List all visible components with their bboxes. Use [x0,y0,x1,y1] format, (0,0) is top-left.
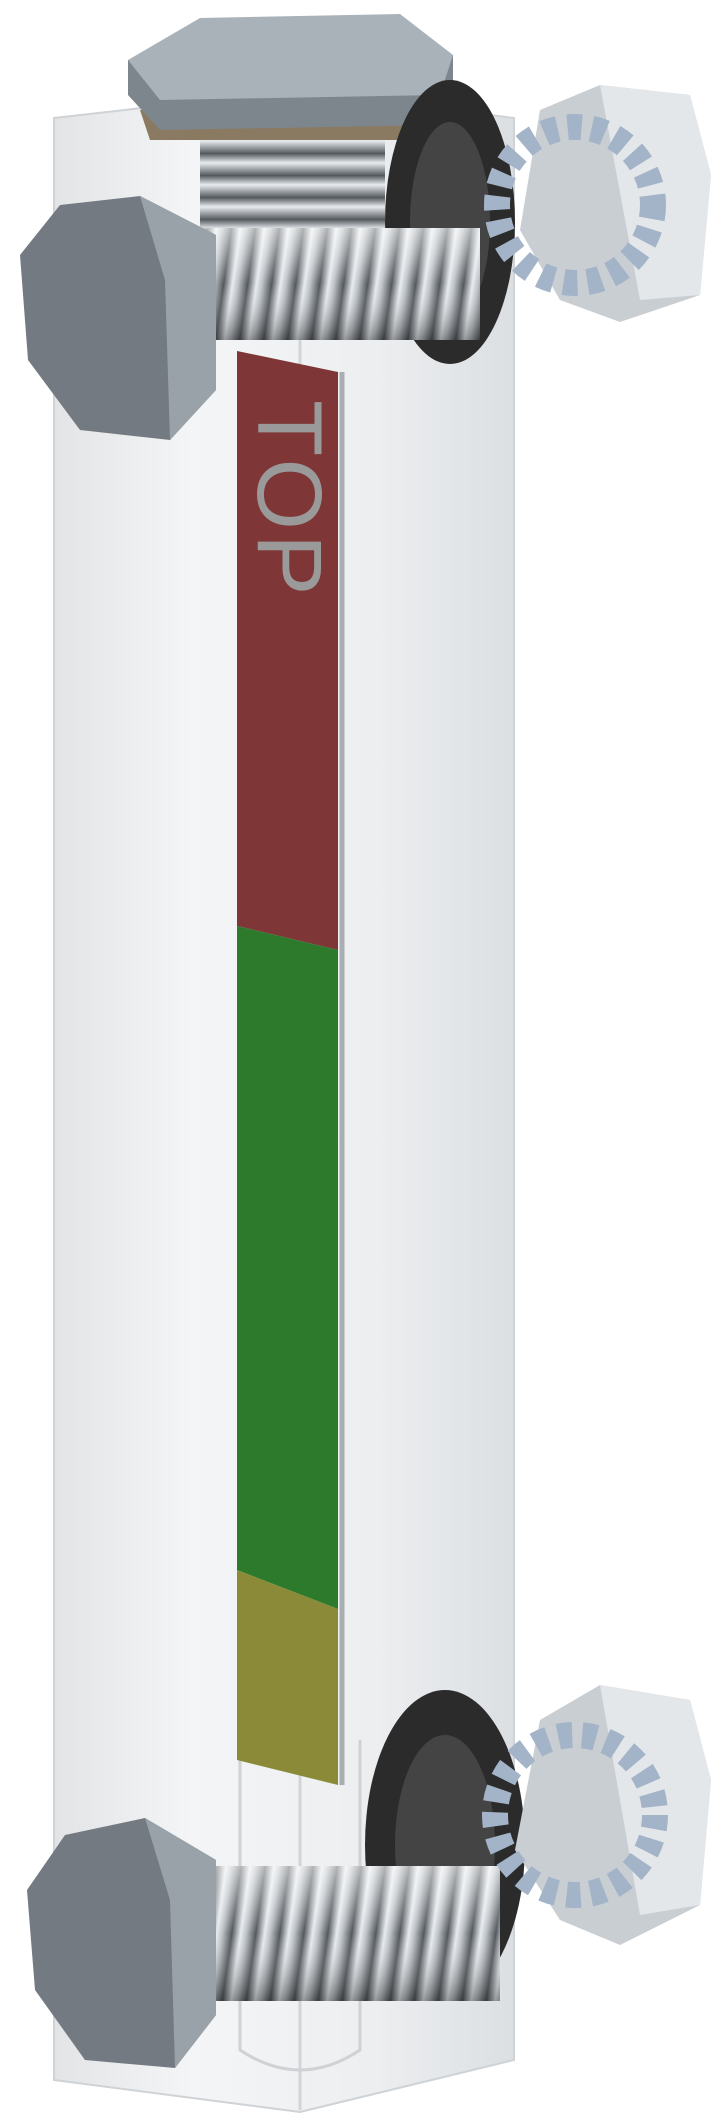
stripe-yellow [237,1570,338,1785]
top-lock-washer [484,114,666,296]
top-neck-thread [200,125,385,240]
stripe-red [237,351,338,950]
top-bolt-head-face [140,196,216,440]
inner-tube [238,1740,362,2072]
bottom-bolt-head-face [145,1818,216,2068]
top-cap [128,14,453,100]
bottom-bolt-shade [180,1866,500,2001]
bottom-lock-washer [482,1722,668,1908]
top-label: TOP [238,400,340,599]
top-bolt-shade [180,228,480,340]
stripe-green [237,926,338,1609]
